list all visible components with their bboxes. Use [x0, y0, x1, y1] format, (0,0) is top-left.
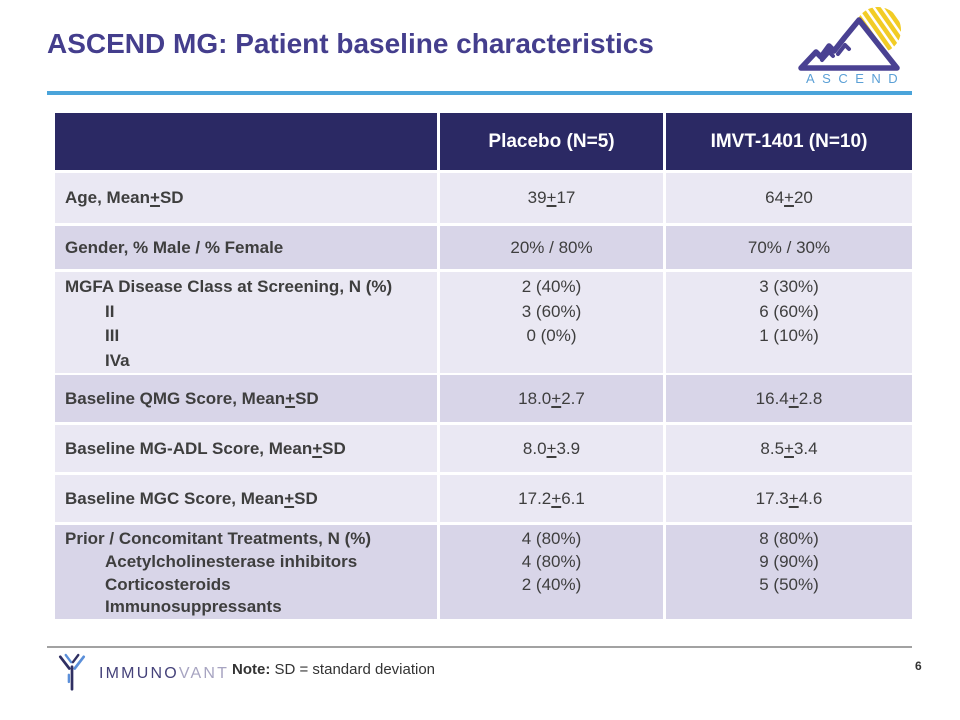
footnote-text: SD = standard deviation: [274, 661, 436, 678]
footnote-label: Note:: [232, 661, 271, 678]
header-col-empty: [55, 113, 437, 170]
sub-row-value: 1 (10%): [759, 326, 819, 345]
sub-row-value: 4 (80%): [521, 529, 582, 548]
row-values-imvt: 8 (80%) 9 (90%) 5 (50%): [666, 525, 912, 620]
row-label: Baseline MG-ADL Score, Mean + SD: [55, 425, 437, 472]
row-value-placebo: 17.2 + 6.1: [440, 475, 663, 522]
row-value-placebo: 8.0 + 3.9: [440, 425, 663, 472]
table-header-row: Placebo (N=5) IMVT-1401 (N=10): [55, 113, 912, 170]
row-value-imvt: 70% / 30%: [666, 226, 912, 269]
table-row-mgadl: Baseline MG-ADL Score, Mean + SD 8.0 + 3…: [55, 425, 912, 472]
table-row-age: Age, Mean + SD 39 + 17 64 + 20: [55, 173, 912, 223]
ascend-mountain-sun-icon: ASCEND: [798, 0, 911, 86]
row-value-placebo: 18.0 + 2.7: [440, 375, 663, 422]
ascend-logo: ASCEND: [798, 0, 916, 90]
sub-row-label: Immunosuppressants: [105, 597, 282, 617]
row-value-imvt: 8.5 + 3.4: [666, 425, 912, 472]
immunovant-wordmark-light: VANT: [178, 665, 230, 682]
sub-row-value: 0 (0%): [526, 326, 577, 345]
sub-row-value: 2 (40%): [521, 277, 582, 296]
sub-row-value: 3 (60%): [521, 301, 582, 321]
sub-row-label: IVa: [105, 350, 130, 370]
row-label: Gender, % Male / % Female: [55, 226, 437, 269]
baseline-characteristics-table: Placebo (N=5) IMVT-1401 (N=10) Age, Mean…: [55, 113, 912, 620]
row-value-imvt: 64 + 20: [666, 173, 912, 223]
page-title: ASCEND MG: Patient baseline characterist…: [47, 28, 654, 59]
header-col-placebo: Placebo (N=5): [440, 113, 663, 170]
row-label: Age, Mean + SD: [55, 173, 437, 223]
row-label: Baseline QMG Score, Mean + SD: [55, 375, 437, 422]
table-row-gender: Gender, % Male / % Female 20% / 80% 70% …: [55, 226, 912, 269]
sub-row-value: 3 (30%): [759, 277, 819, 296]
row-values-imvt: 3 (30%) 6 (60%) 1 (10%): [666, 272, 912, 373]
sub-row-label: II: [105, 301, 115, 321]
antibody-icon: [58, 653, 86, 691]
group-title: Prior / Concomitant Treatments, N (%): [65, 529, 372, 548]
row-value-placebo: 20% / 80%: [440, 226, 663, 269]
group-title: MGFA Disease Class at Screening, N (%): [65, 277, 393, 296]
footer-divider: [47, 646, 912, 648]
row-label-group: MGFA Disease Class at Screening, N (%) I…: [55, 272, 437, 373]
sub-row-label: Acetylcholinesterase inhibitors: [105, 551, 358, 571]
sub-row-value: 4 (80%): [521, 551, 582, 571]
sub-row-value: 8 (80%): [759, 529, 819, 548]
row-value-placebo: 39 + 17: [440, 173, 663, 223]
page-number: 6: [915, 659, 922, 673]
ascend-wordmark: ASCEND: [806, 71, 905, 86]
immunovant-wordmark: IMMUNOVANT: [99, 663, 229, 683]
table-row-mgc: Baseline MGC Score, Mean + SD 17.2 + 6.1…: [55, 475, 912, 522]
sub-row-value: 5 (50%): [759, 574, 819, 594]
header-col-imvt: IMVT-1401 (N=10): [666, 113, 912, 170]
row-value-imvt: 16.4 + 2.8: [666, 375, 912, 422]
immunovant-wordmark-dark: IMMUNO: [99, 665, 179, 682]
sub-row-value: 9 (90%): [759, 551, 819, 571]
table-row-qmg: Baseline QMG Score, Mean + SD 18.0 + 2.7…: [55, 375, 912, 422]
table-row-mgfa-class: MGFA Disease Class at Screening, N (%) I…: [55, 272, 912, 373]
sub-row-value: 6 (60%): [759, 301, 819, 321]
sub-row-value: 2 (40%): [521, 574, 582, 594]
row-label-group: Prior / Concomitant Treatments, N (%) Ac…: [55, 525, 437, 620]
immunovant-logo: IMMUNOVANT: [54, 652, 229, 694]
row-value-imvt: 17.3 + 4.6: [666, 475, 912, 522]
row-label: Baseline MGC Score, Mean + SD: [55, 475, 437, 522]
row-values-placebo: 2 (40%) 3 (60%) 0 (0%): [440, 272, 663, 373]
sub-row-label: Corticosteroids: [105, 574, 231, 594]
footnote: Note: SD = standard deviation: [232, 661, 435, 678]
row-values-placebo: 4 (80%) 4 (80%) 2 (40%): [440, 525, 663, 620]
title-divider: [47, 91, 912, 95]
sub-row-label: III: [105, 326, 120, 345]
table-row-prior-treatments: Prior / Concomitant Treatments, N (%) Ac…: [55, 525, 912, 620]
